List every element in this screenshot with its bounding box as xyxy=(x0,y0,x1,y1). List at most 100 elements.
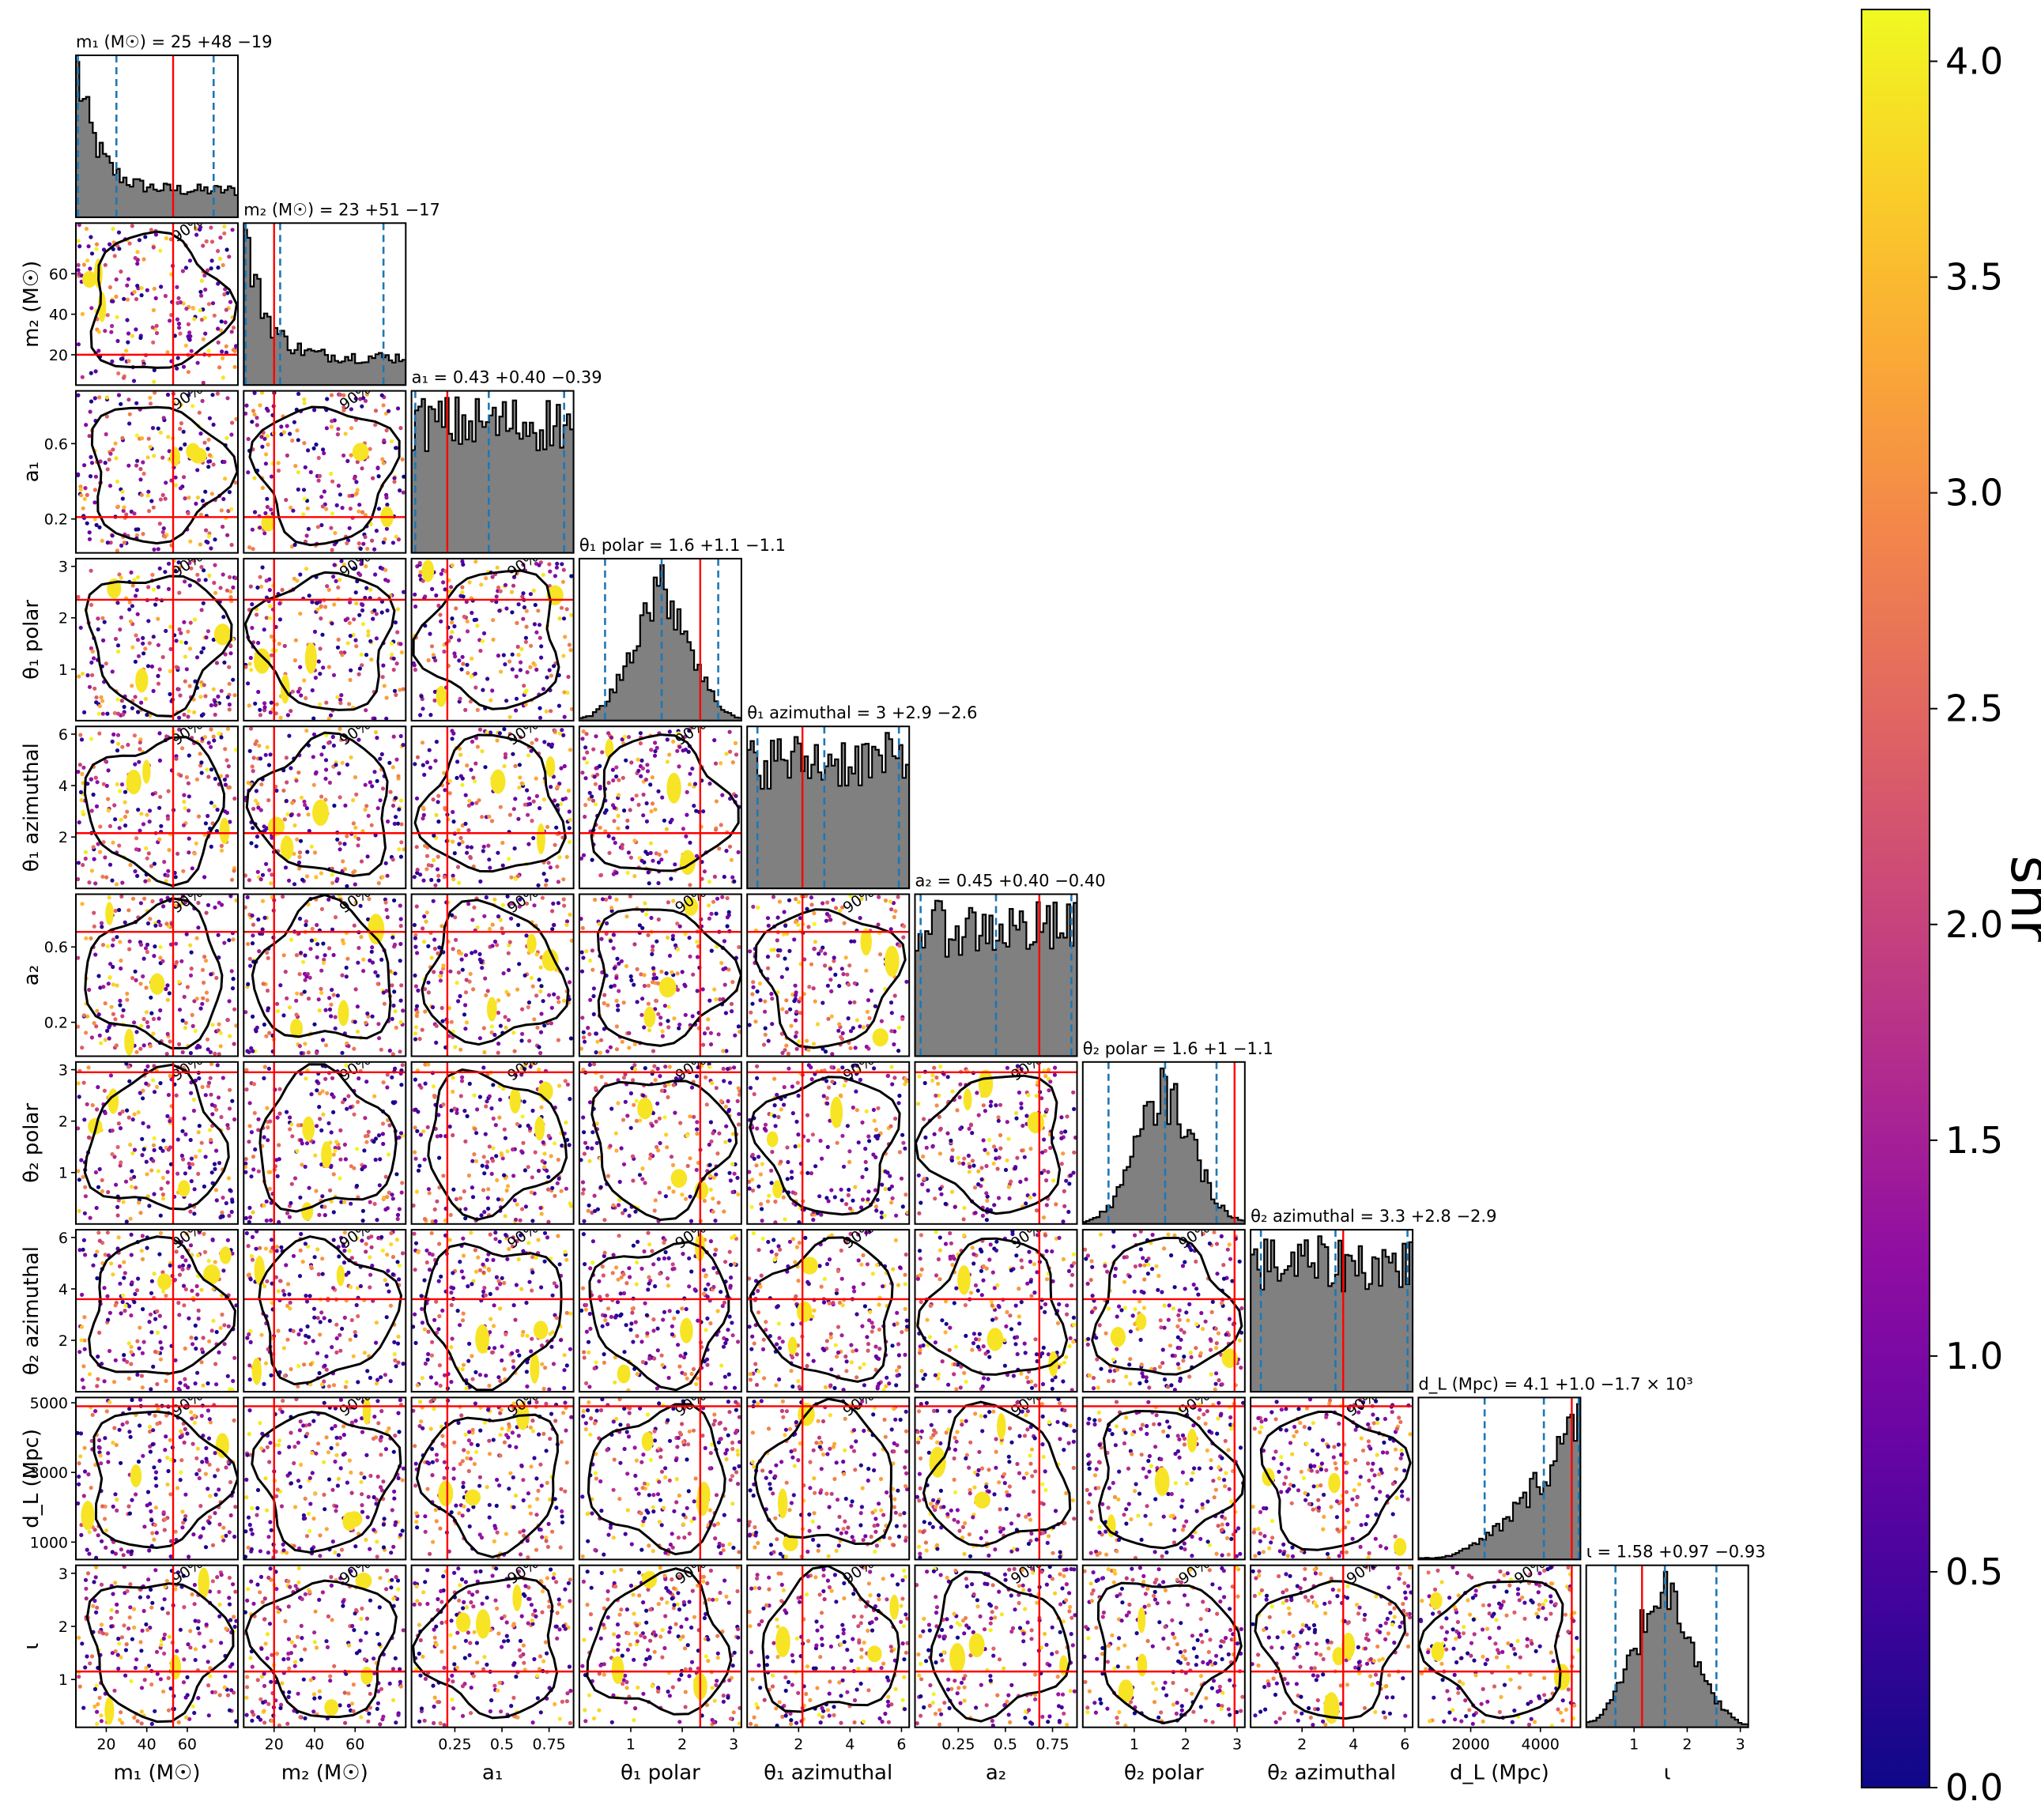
scatter-point xyxy=(412,663,417,668)
scatter-point xyxy=(152,367,157,372)
scatter-point xyxy=(345,541,349,546)
scatter-point xyxy=(809,902,814,907)
scatter-point xyxy=(189,1156,194,1161)
scatter-point xyxy=(892,1042,896,1047)
scatter-point xyxy=(122,704,126,710)
scatter-point xyxy=(504,699,509,703)
scatter-point xyxy=(511,1031,516,1035)
scatter-point xyxy=(848,894,853,899)
scatter-point xyxy=(483,976,488,981)
scatter-point xyxy=(255,801,260,806)
scatter-point xyxy=(127,241,132,246)
scatter-point xyxy=(561,877,566,882)
scatter-point xyxy=(684,834,689,838)
scatter-point xyxy=(506,967,511,973)
scatter-point xyxy=(84,1031,89,1035)
scatter-point xyxy=(322,450,326,456)
scatter-point xyxy=(110,533,115,538)
scatter-point xyxy=(209,1137,213,1142)
scatter-point xyxy=(616,1008,621,1012)
scatter-point xyxy=(628,974,633,979)
scatter-point xyxy=(805,906,809,911)
scatter-point xyxy=(821,901,825,906)
scatter-point xyxy=(855,1018,859,1023)
scatter-point xyxy=(247,878,251,883)
scatter-point xyxy=(195,496,200,500)
scatter-point xyxy=(118,1126,123,1131)
scatter-point xyxy=(621,1000,626,1005)
scatter-point xyxy=(654,1119,658,1124)
scatter-point xyxy=(688,840,692,845)
scatter-point xyxy=(386,819,390,824)
high-snr-cluster xyxy=(338,1000,349,1027)
scatter-point xyxy=(366,813,371,818)
panel-title-theta1_azimuthal: θ₁ azimuthal = 3 +2.9 −2.6 xyxy=(747,703,977,722)
scatter-point xyxy=(665,1145,670,1150)
scatter-point xyxy=(138,901,143,906)
scatter-point xyxy=(758,1172,764,1177)
scatter-point xyxy=(456,827,461,833)
scatter-point xyxy=(93,369,98,374)
scatter-point xyxy=(159,823,164,828)
scatter-point xyxy=(436,1113,441,1117)
scatter-point xyxy=(393,620,398,625)
scatter-point xyxy=(755,989,760,994)
scatter-point xyxy=(94,695,99,700)
scatter-point xyxy=(463,953,469,958)
scatter-point xyxy=(732,879,737,884)
scatter-point xyxy=(203,959,209,963)
scatter-point xyxy=(380,457,385,462)
scatter-point xyxy=(450,630,455,635)
scatter-point xyxy=(213,776,217,782)
scatter-point xyxy=(784,998,789,1003)
scatter-point xyxy=(394,815,398,820)
scatter-point xyxy=(146,585,151,590)
scatter-point xyxy=(105,1028,110,1033)
scatter-point xyxy=(95,780,100,785)
scatter-point xyxy=(391,656,396,661)
scatter-point xyxy=(269,1218,274,1223)
scatter-point xyxy=(961,1217,966,1222)
scatter-point xyxy=(184,774,189,780)
scatter-point xyxy=(297,850,303,855)
scatter-point xyxy=(554,825,559,830)
scatter-point xyxy=(125,283,130,288)
scatter-point xyxy=(164,480,168,485)
scatter-point xyxy=(624,758,628,763)
scatter-point xyxy=(194,501,198,507)
scatter-point xyxy=(397,807,402,812)
contour-90 xyxy=(83,1063,230,1211)
y-tick-label: 3 xyxy=(58,559,68,576)
scatter-point xyxy=(609,1106,614,1111)
scatter-point xyxy=(883,1186,888,1192)
scatter-point xyxy=(626,850,632,855)
scatter-point xyxy=(829,1014,834,1019)
scatter-point xyxy=(724,752,729,756)
scatter-point xyxy=(306,448,311,453)
panel-frame xyxy=(75,55,239,218)
scatter-point xyxy=(212,804,217,808)
scatter-point xyxy=(304,567,309,571)
scatter-point xyxy=(262,1076,266,1080)
scatter-point xyxy=(387,1152,391,1157)
scatter-point xyxy=(664,1132,669,1137)
scatter-point xyxy=(357,503,362,507)
scatter-point xyxy=(243,665,248,669)
scatter-point xyxy=(160,959,165,963)
scatter-point xyxy=(390,803,396,808)
scatter-point xyxy=(721,1066,726,1071)
scatter-point xyxy=(315,1088,319,1093)
scatter-point xyxy=(812,921,817,926)
scatter-point xyxy=(669,876,673,881)
scatter-point xyxy=(903,1146,907,1151)
scatter-point xyxy=(754,1163,759,1168)
scatter-point xyxy=(503,752,508,757)
scatter-point xyxy=(858,1077,862,1082)
scatter-point xyxy=(76,239,81,243)
scatter-point xyxy=(522,684,526,688)
scatter-point xyxy=(224,307,228,312)
scatter-point xyxy=(496,998,501,1003)
contour-90 xyxy=(245,731,389,877)
scatter-point xyxy=(129,1177,134,1181)
scatter-point xyxy=(376,880,381,886)
